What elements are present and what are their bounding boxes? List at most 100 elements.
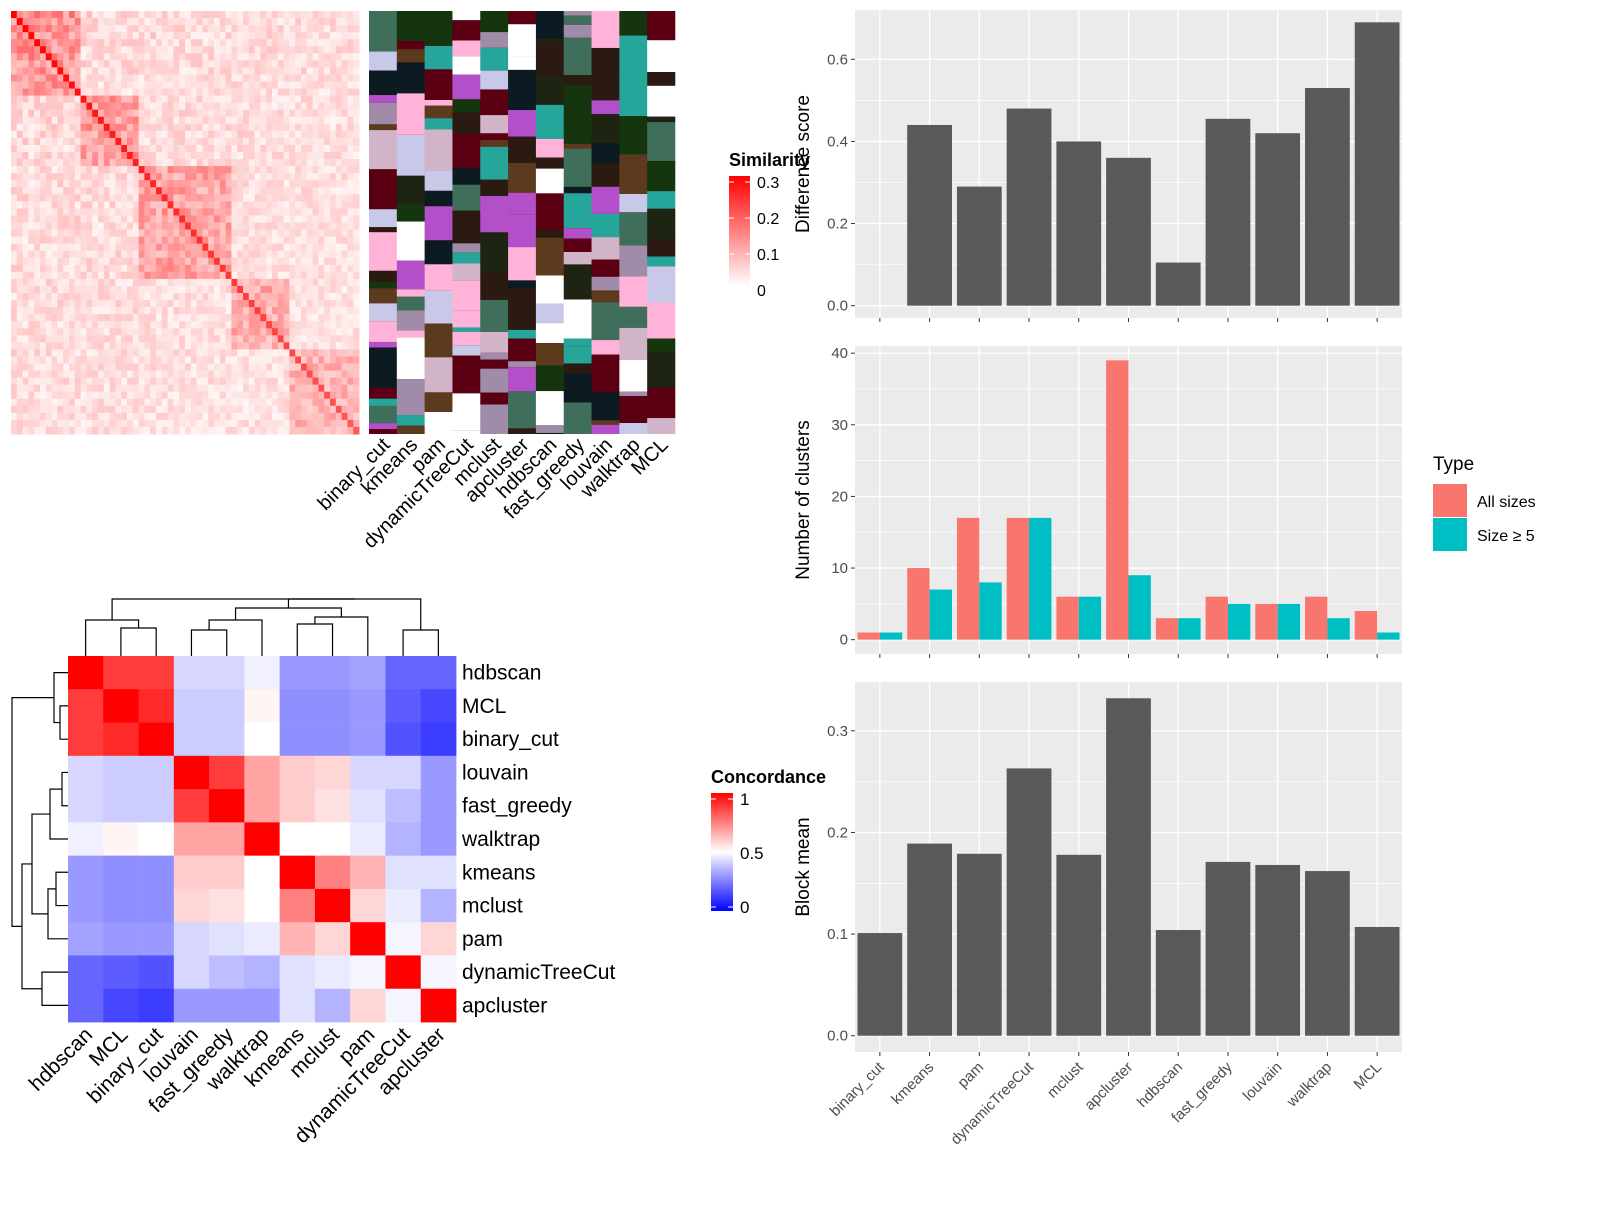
similarity-cell — [150, 18, 157, 26]
similarity-cell — [74, 412, 82, 421]
similarity-cell — [266, 60, 273, 68]
similarity-cell — [98, 314, 105, 322]
similarity-cell — [260, 278, 267, 287]
similarity-cell — [289, 137, 296, 146]
similarity-cell — [92, 18, 99, 26]
similarity-cell — [225, 152, 232, 160]
similarity-cell — [150, 116, 157, 125]
similarity-cell — [243, 60, 250, 68]
similarity-cell — [185, 152, 192, 160]
similarity-cell — [144, 116, 151, 125]
similarity-cell — [144, 356, 151, 364]
similarity-cell — [330, 250, 337, 259]
cluster-segment — [619, 396, 648, 424]
similarity-cell — [132, 264, 140, 273]
similarity-cell — [254, 173, 261, 181]
similarity-cell — [214, 39, 221, 47]
similarity-cell — [156, 278, 163, 287]
similarity-cell — [301, 95, 308, 104]
cluster-segment — [563, 37, 592, 76]
similarity-cell — [225, 215, 232, 223]
similarity-cell — [16, 349, 24, 357]
similarity-cell — [266, 370, 273, 379]
similarity-cell — [341, 81, 348, 90]
similarity-cell — [173, 243, 180, 252]
similarity-cell — [301, 285, 308, 294]
similarity-cell — [121, 391, 128, 400]
similarity-cell — [127, 152, 134, 160]
cluster-segment — [591, 100, 620, 115]
similarity-cell — [121, 293, 128, 301]
similarity-cell — [208, 363, 215, 372]
similarity-cell — [277, 102, 285, 111]
similarity-cell — [167, 130, 174, 139]
similarity-cell — [144, 264, 151, 273]
similarity-cell — [167, 187, 174, 195]
similarity-cell — [127, 243, 134, 252]
similarity-cell — [138, 363, 145, 372]
similarity-cell — [179, 53, 186, 61]
similarity-cell — [347, 342, 354, 350]
similarity-cell — [347, 222, 354, 231]
similarity-cell — [324, 307, 331, 315]
concordance-cell — [244, 922, 281, 956]
similarity-cell — [353, 391, 360, 400]
similarity-cell — [208, 194, 215, 202]
similarity-cell — [185, 229, 192, 238]
concordance-cell — [103, 822, 139, 857]
similarity-cell — [80, 88, 87, 97]
similarity-cell — [219, 293, 227, 301]
similarity-cell — [28, 173, 35, 181]
similarity-cell — [16, 208, 24, 216]
similarity-cell — [92, 419, 99, 428]
similarity-cell — [312, 229, 319, 238]
similarity-cell — [289, 257, 296, 266]
similarity-cell — [231, 137, 238, 146]
similarity-cell — [63, 102, 70, 111]
similarity-cell — [312, 426, 319, 435]
similarity-cell — [179, 321, 186, 329]
similarity-cell — [121, 398, 128, 407]
similarity-cell — [173, 377, 180, 386]
similarity-cell — [28, 236, 35, 245]
similarity-cell — [301, 18, 308, 26]
similarity-cell — [179, 144, 186, 153]
similarity-cell — [214, 342, 221, 350]
similarity-cell — [208, 46, 215, 54]
similarity-cell — [40, 60, 47, 68]
similarity-cell — [353, 328, 360, 336]
cluster-segment — [535, 432, 565, 434]
similarity-cell — [34, 180, 41, 188]
similarity-cell — [109, 236, 116, 245]
similarity-cell — [208, 67, 215, 75]
concordance-cell — [385, 988, 422, 1023]
similarity-cell — [277, 130, 285, 139]
similarity-cell — [98, 109, 105, 118]
concordance-cell — [209, 755, 245, 790]
similarity-cell — [156, 53, 163, 61]
similarity-cell — [57, 229, 64, 238]
bar — [1255, 864, 1301, 1036]
cluster-segment — [369, 405, 398, 424]
similarity-cell — [179, 356, 186, 364]
similarity-cell — [312, 271, 319, 280]
similarity-cell — [121, 67, 128, 75]
similarity-cell — [11, 208, 18, 216]
similarity-cell — [260, 363, 267, 372]
similarity-cell — [185, 18, 192, 26]
similarity-cell — [22, 173, 29, 181]
similarity-cell — [161, 426, 169, 435]
similarity-cell — [150, 384, 157, 393]
similarity-cell — [34, 123, 41, 132]
similarity-cell — [243, 39, 250, 47]
cluster-segment — [369, 429, 398, 434]
similarity-cell — [132, 271, 140, 280]
similarity-cell — [57, 11, 64, 19]
similarity-cell — [51, 307, 58, 315]
similarity-cell — [45, 194, 53, 202]
similarity-cell — [231, 271, 238, 280]
similarity-cell — [272, 39, 279, 47]
similarity-cell — [74, 18, 82, 26]
similarity-cell — [34, 370, 41, 379]
